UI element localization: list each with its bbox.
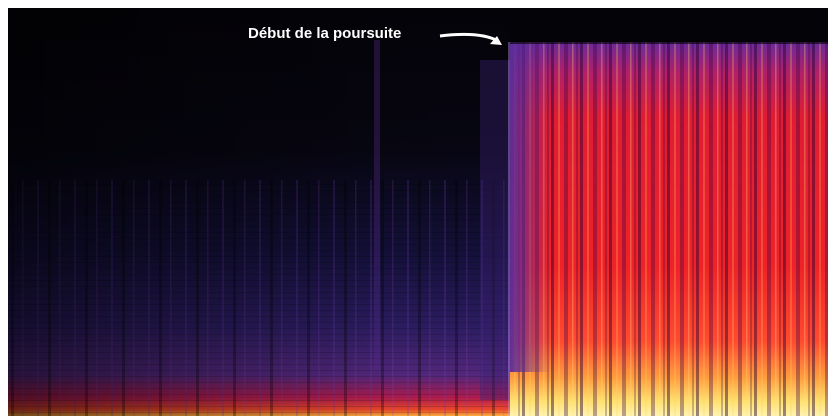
edge (510, 40, 828, 44)
page: Début de la poursuite (() => { const dat… (0, 0, 834, 419)
edge (510, 42, 550, 372)
shade (8, 8, 510, 416)
spectrogram-image: Début de la poursuite (0, 0, 834, 419)
streak (374, 40, 380, 370)
texture (510, 42, 828, 416)
onset-line (508, 42, 510, 416)
annotation: Début de la poursuite (248, 25, 401, 42)
streak (480, 60, 510, 400)
